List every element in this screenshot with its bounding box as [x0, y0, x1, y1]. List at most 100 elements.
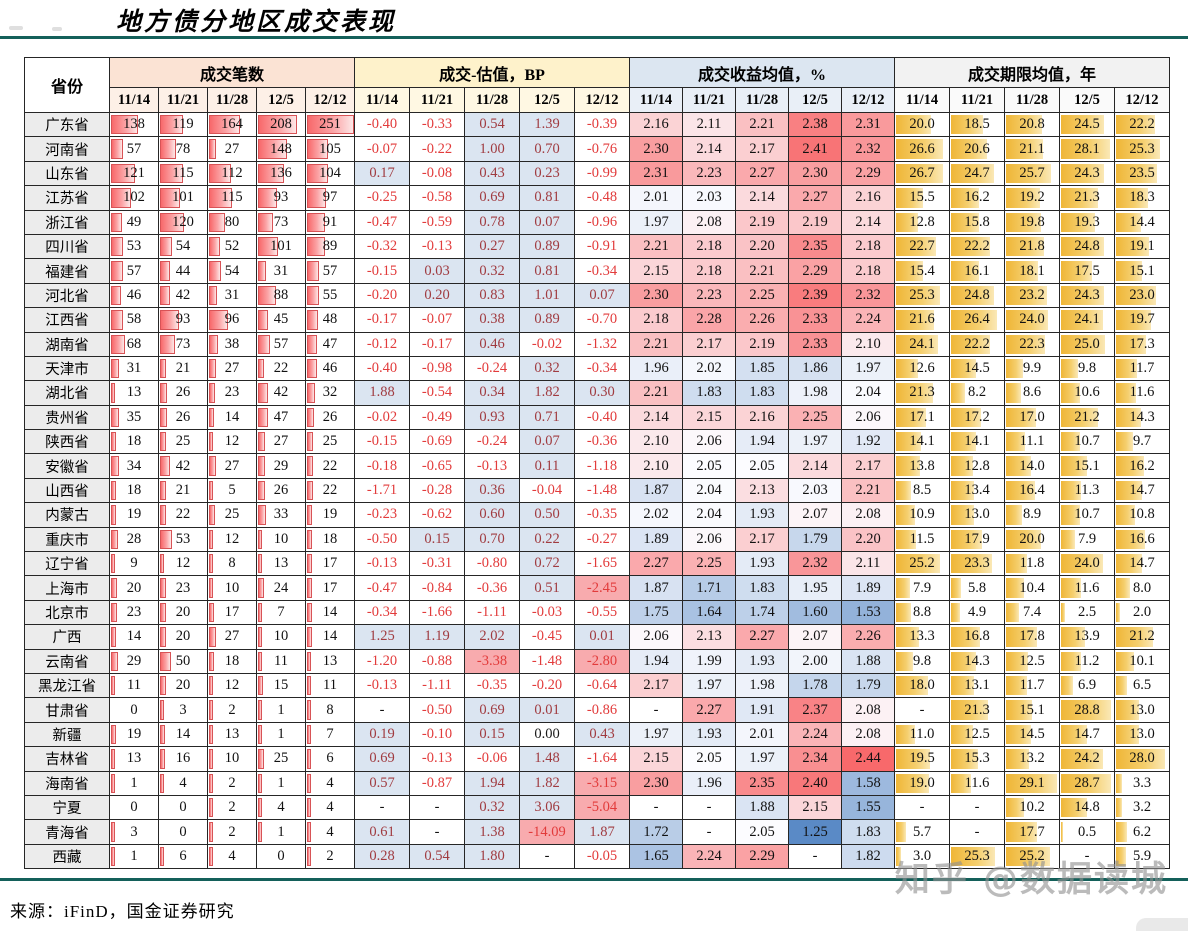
- bp-cell: -: [409, 819, 465, 845]
- term-cell: 13.8: [894, 453, 950, 479]
- count-cell: 12: [207, 429, 257, 455]
- count-cell: 26: [158, 404, 208, 431]
- term-cell: 14.1: [894, 429, 950, 455]
- count-cell: 21: [158, 355, 208, 382]
- yield-cell: 1.83: [682, 380, 736, 406]
- term-cell: 26.7: [894, 160, 950, 187]
- term-cell: 25.2: [894, 551, 950, 577]
- term-bar: [896, 529, 917, 550]
- bp-cell: 0.01: [519, 697, 575, 723]
- term-bar: [1061, 236, 1105, 257]
- count-bar: [160, 163, 183, 184]
- term-cell: 13.0: [1114, 697, 1170, 723]
- table-row: 江苏省 102 101 115 93 97 -0.25 -0.58 0.69 0.81 -0.48 2…: [24, 185, 1170, 211]
- bp-cell: -0.55: [574, 599, 630, 626]
- bp-cell: -0.80: [464, 551, 520, 577]
- yield-cell: 2.41: [788, 136, 842, 162]
- yield-cell: 1.83: [735, 380, 789, 406]
- bp-cell: -0.35: [574, 502, 630, 528]
- table-row: 宁夏 0 0 2 4 4- -0.32 3.06 -5.04- -1.88 2.15 1.55- -10…: [24, 794, 1170, 821]
- bp-cell: -0.86: [574, 697, 630, 723]
- count-bar: [111, 334, 126, 354]
- count-bar: [160, 432, 167, 452]
- yield-cell: 2.27: [629, 551, 683, 577]
- yield-cell: 2.15: [788, 794, 842, 821]
- count-cell: 20: [158, 599, 208, 626]
- yield-cell: 2.24: [841, 307, 895, 333]
- term-cell: 24.3: [1059, 282, 1115, 309]
- count-cell: 27: [207, 453, 257, 479]
- yield-cell: 1.98: [788, 380, 842, 406]
- term-bar: [1006, 334, 1046, 354]
- yield-cell: 1.25: [788, 819, 842, 845]
- yield-cell: 2.26: [841, 624, 895, 650]
- bp-cell: 0.15: [464, 721, 520, 748]
- count-cell: 4: [305, 819, 355, 845]
- date-header: 11/28: [735, 87, 789, 113]
- term-bar: [1006, 236, 1045, 257]
- term-bar: [1116, 334, 1147, 354]
- yield-cell: 1.86: [788, 355, 842, 382]
- count-cell: 42: [256, 380, 306, 406]
- count-cell: 4: [158, 770, 208, 796]
- count-cell: 12: [207, 672, 257, 699]
- count-bar: [160, 383, 167, 403]
- term-bar: [896, 773, 930, 793]
- bp-cell: 0.32: [519, 355, 575, 382]
- bp-cell: -0.47: [354, 209, 410, 235]
- count-cell: 26: [158, 380, 208, 406]
- term-cell: 25.2: [1004, 843, 1060, 870]
- term-cell: 10.4: [1004, 575, 1060, 601]
- count-cell: 27: [207, 355, 257, 382]
- yield-cell: 2.27: [788, 185, 842, 211]
- bp-cell: -0.15: [354, 258, 410, 284]
- date-header: 12/12: [574, 87, 630, 113]
- count-cell: 7: [256, 599, 306, 626]
- bp-cell: -1.48: [574, 477, 630, 504]
- bp-cell: 0.60: [464, 502, 520, 528]
- date-header: 12/12: [305, 87, 355, 113]
- date-header: 11/14: [894, 87, 950, 113]
- yield-cell: 2.04: [682, 477, 736, 504]
- count-cell: 57: [256, 331, 306, 357]
- count-cell: 0: [158, 819, 208, 845]
- count-cell: 45: [256, 307, 306, 333]
- yield-cell: 1.85: [735, 355, 789, 382]
- bp-cell: 0.54: [409, 843, 465, 870]
- yield-cell: 2.26: [735, 307, 789, 333]
- count-cell: 80: [207, 209, 257, 235]
- source-note: 来源：iFinD，国金证券研究: [10, 902, 235, 921]
- date-header: 11/14: [629, 87, 683, 113]
- count-bar: [258, 407, 269, 428]
- yield-cell: -: [682, 794, 736, 821]
- term-cell: 15.3: [949, 746, 1005, 772]
- count-cell: 14: [109, 624, 159, 650]
- term-cell: 20.0: [1004, 526, 1060, 553]
- count-cell: 115: [207, 185, 257, 211]
- bp-cell: -0.07: [409, 307, 465, 333]
- yield-cell: 1.91: [735, 697, 789, 723]
- term-bar: [1006, 554, 1027, 574]
- yield-cell: 1.97: [629, 721, 683, 748]
- term-cell: 14.3: [949, 648, 1005, 674]
- count-cell: 29: [109, 648, 159, 674]
- count-bar: [160, 749, 165, 769]
- count-bar: [258, 749, 265, 769]
- count-bar: [307, 432, 314, 452]
- term-bar: [1006, 139, 1043, 159]
- count-bar: [258, 236, 279, 257]
- yield-cell: 2.27: [735, 624, 789, 650]
- count-cell: 12: [207, 526, 257, 553]
- term-cell: 24.3: [1059, 160, 1115, 187]
- province-cell: 山东省: [24, 160, 110, 187]
- term-bar: [1061, 602, 1066, 623]
- count-cell: 13: [256, 551, 306, 577]
- bp-cell: -0.20: [354, 282, 410, 309]
- term-bar: [1116, 407, 1142, 428]
- term-bar: [951, 285, 995, 306]
- bp-cell: -1.20: [354, 648, 410, 674]
- term-bar: [951, 236, 990, 257]
- bp-cell: -0.13: [464, 453, 520, 479]
- count-bar: [258, 432, 265, 452]
- term-bar: [1116, 505, 1135, 525]
